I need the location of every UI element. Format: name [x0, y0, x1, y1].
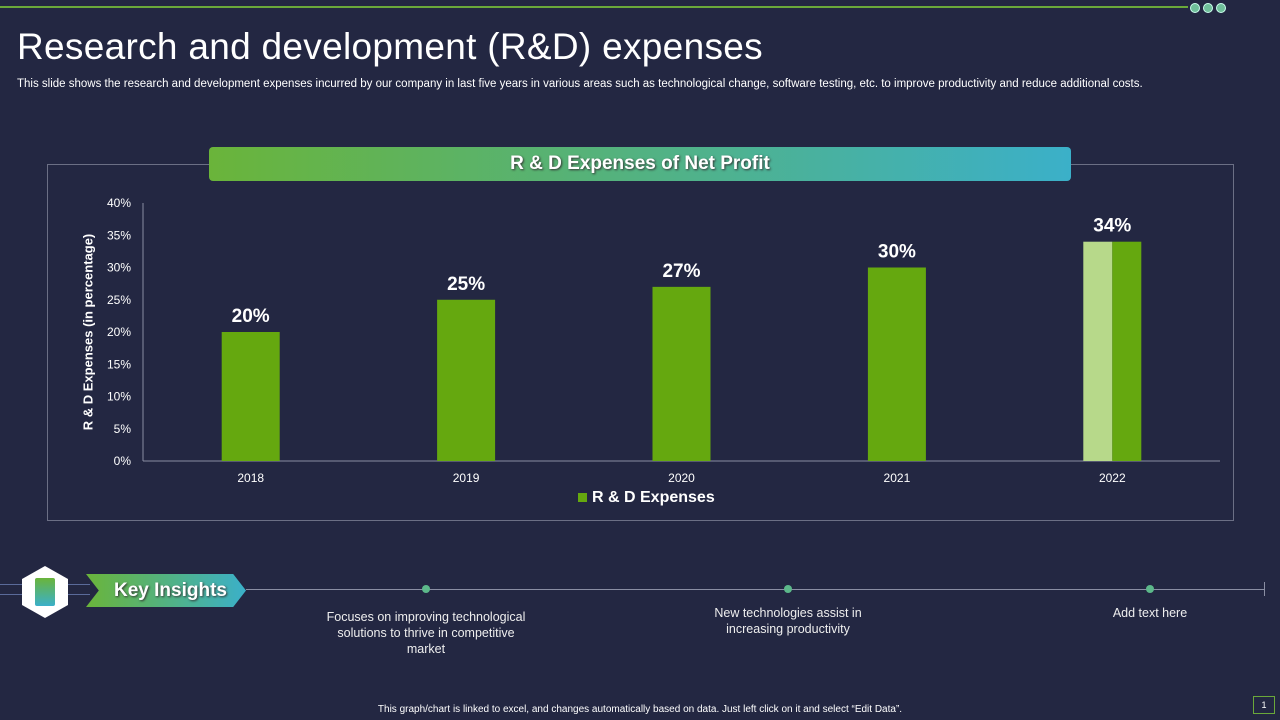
decor-dot [1203, 3, 1213, 13]
insight-text: New technologies assist in increasing pr… [714, 606, 862, 636]
bar [652, 286, 711, 461]
bar [1112, 241, 1142, 461]
data-label: 20% [232, 306, 270, 327]
bar-highlight [1083, 241, 1113, 461]
timeline-line [246, 589, 1264, 590]
chart-title: R & D Expenses of Net Profit [209, 147, 1071, 181]
timeline-end [1264, 582, 1265, 596]
timeline-point [422, 585, 430, 593]
timeline-point [784, 585, 792, 593]
data-label: 25% [447, 274, 485, 295]
data-label: 34% [1093, 216, 1131, 237]
bar [437, 299, 496, 461]
decor-dot [1216, 3, 1226, 13]
top-accent-line [0, 6, 1188, 8]
y-tick-label: 40% [107, 196, 131, 210]
y-tick-label: 0% [114, 454, 132, 468]
x-tick-label: 2021 [884, 471, 911, 485]
data-label: 30% [878, 242, 916, 263]
x-tick-label: 2018 [237, 471, 264, 485]
y-tick-label: 5% [114, 422, 132, 436]
footer-note: This graph/chart is linked to excel, and… [377, 704, 903, 715]
page-title: Research and development (R&D) expenses [17, 26, 763, 67]
legend: R & D Expenses [578, 489, 715, 507]
y-axis-label: R & D Expenses (in percentage) [80, 233, 96, 431]
y-tick-label: 30% [107, 261, 131, 275]
data-label: 27% [662, 261, 700, 282]
x-tick-label: 2019 [453, 471, 480, 485]
y-tick-label: 20% [107, 325, 131, 339]
decor-dot [1190, 3, 1200, 13]
page-number: 1 [1253, 696, 1275, 714]
page-subtitle: This slide shows the research and develo… [17, 78, 1143, 90]
key-insights-label: Key Insights [86, 574, 246, 607]
timeline-point [1146, 585, 1154, 593]
y-tick-label: 15% [107, 357, 131, 371]
insight-text: Add text here [1112, 606, 1188, 620]
bar [221, 332, 280, 461]
y-tick-label: 25% [107, 293, 131, 307]
y-tick-label: 35% [107, 228, 131, 242]
x-tick-label: 2020 [668, 471, 695, 485]
legend-label: R & D Expenses [592, 489, 715, 506]
x-tick-label: 2022 [1099, 471, 1126, 485]
bar [867, 267, 926, 461]
y-tick-label: 10% [107, 390, 131, 404]
clipboard-checklist-icon [22, 566, 68, 618]
insight-text: Focuses on improving technological solut… [326, 610, 526, 656]
legend-swatch [578, 493, 587, 502]
